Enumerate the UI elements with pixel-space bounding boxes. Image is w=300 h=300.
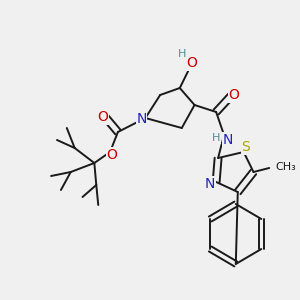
Text: O: O bbox=[98, 110, 109, 124]
Text: CH₃: CH₃ bbox=[275, 162, 296, 172]
Text: N: N bbox=[223, 133, 233, 147]
Text: O: O bbox=[106, 148, 117, 162]
Text: N: N bbox=[205, 177, 215, 191]
Text: O: O bbox=[186, 56, 197, 70]
Text: S: S bbox=[241, 140, 250, 154]
Text: N: N bbox=[136, 112, 147, 126]
Text: H: H bbox=[212, 133, 220, 143]
Text: H: H bbox=[178, 49, 186, 59]
Text: O: O bbox=[228, 88, 239, 102]
